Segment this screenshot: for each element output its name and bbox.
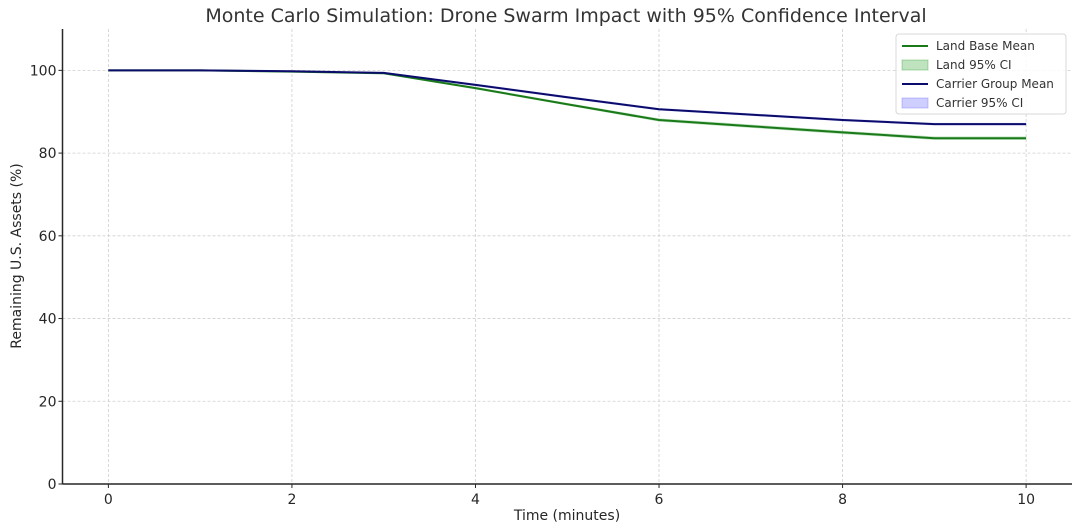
- x-tick-label: 10: [1017, 492, 1035, 508]
- legend-label-land-base-mean: Land Base Mean: [936, 39, 1035, 53]
- chart-title: Monte Carlo Simulation: Drone Swarm Impa…: [205, 5, 926, 27]
- x-tick-label: 8: [838, 492, 847, 508]
- y-tick-label: 40: [39, 312, 57, 328]
- y-tick-label: 80: [39, 146, 57, 162]
- legend-label-carrier-95-ci: Carrier 95% CI: [936, 96, 1023, 110]
- y-axis-label: Remaining U.S. Assets (%): [9, 163, 25, 349]
- y-tick-label: 100: [30, 63, 57, 79]
- legend-frame: [895, 33, 1067, 115]
- legend-label-land-95-ci: Land 95% CI: [936, 58, 1011, 72]
- x-tick-label: 2: [287, 492, 296, 508]
- legend-swatch-carrier-95-ci: [901, 97, 929, 109]
- x-axis-label: Time (minutes): [513, 508, 620, 524]
- y-tick-label: 60: [39, 229, 57, 245]
- x-tick-label: 6: [655, 492, 664, 508]
- y-tick-label: 20: [39, 394, 57, 410]
- legend-label-carrier-group-mean: Carrier Group Mean: [936, 77, 1054, 91]
- mean-lines: [108, 69, 1027, 140]
- x-tick-label: 0: [104, 492, 113, 508]
- legend-swatch-land-95-ci: [901, 59, 929, 71]
- x-tick-label: 4: [471, 492, 480, 508]
- legend: Land Base Mean Land 95% CI Carrier Group M…: [895, 33, 1067, 115]
- y-tick-label: 0: [48, 477, 57, 493]
